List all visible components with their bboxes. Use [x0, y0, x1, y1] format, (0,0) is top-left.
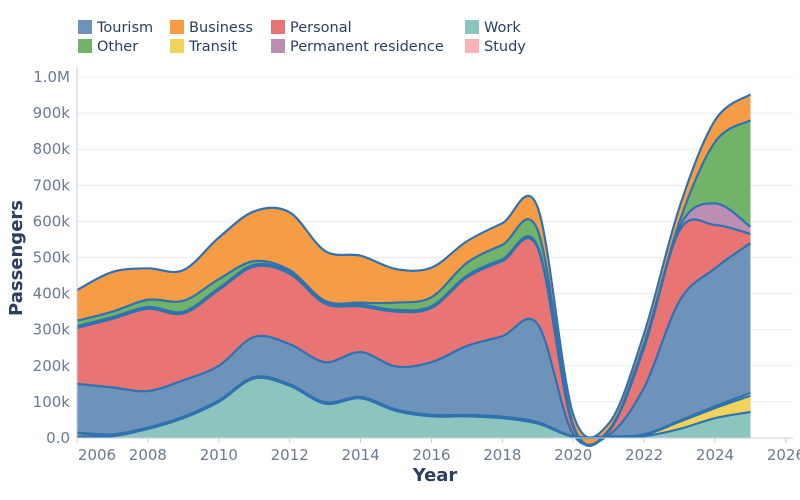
- legend-label: Personal: [290, 20, 352, 36]
- legend-label: Other: [97, 39, 138, 55]
- area-business: [77, 94, 751, 446]
- x-tick-label: 2026: [767, 446, 800, 464]
- y-tick-label: 900k: [33, 104, 71, 122]
- legend-item: Transit: [170, 39, 237, 55]
- legend-item: Permanent residence: [271, 39, 444, 55]
- y-tick-label: 0.0: [46, 429, 70, 447]
- line-tourism: [76, 242, 752, 446]
- y-tick-label: 500k: [33, 249, 71, 267]
- legend-swatch: [170, 39, 184, 53]
- legend-swatch: [271, 20, 285, 34]
- legend-label: Permanent residence: [290, 39, 444, 55]
- legend-item: Other: [78, 39, 138, 55]
- legend: Tourism Business Personal Work Other Transit P…: [78, 20, 526, 55]
- x-tick-label: 2008: [129, 446, 167, 464]
- legend-swatch: [271, 39, 285, 53]
- x-tick-label: 2018: [483, 446, 521, 464]
- x-tick-label: 2022: [625, 446, 663, 464]
- line-permanent-residence: [76, 202, 752, 447]
- x-axis-title: Year: [412, 465, 458, 486]
- y-tick-label: 400k: [33, 285, 71, 303]
- line-study: [76, 375, 751, 439]
- legend-swatch: [78, 39, 92, 53]
- x-tick-label: 2020: [554, 446, 592, 464]
- legend-swatch: [170, 20, 184, 34]
- y-tick-label: 800k: [33, 140, 71, 158]
- legend-item: Tourism: [78, 20, 153, 36]
- legend-label: Study: [484, 39, 526, 55]
- x-tick-label: 2010: [200, 446, 238, 464]
- x-tick-label: 2006: [78, 446, 116, 464]
- y-tick-label: 100k: [33, 393, 71, 411]
- legend-label: Business: [189, 20, 253, 36]
- y-tick-label: 1.0M: [33, 68, 70, 86]
- y-tick-label: 700k: [33, 176, 71, 194]
- legend-swatch: [465, 39, 479, 53]
- x-tick-label: 2024: [696, 446, 734, 464]
- legend-label: Tourism: [96, 20, 153, 36]
- legend-item: Work: [465, 20, 521, 36]
- legend-label: Transit: [188, 39, 237, 55]
- area-work: [77, 377, 751, 439]
- legend-item: Business: [170, 20, 253, 36]
- legend-label: Work: [484, 20, 521, 36]
- legend-item: Personal: [271, 20, 352, 36]
- area-tourism: [77, 243, 751, 445]
- line-other: [76, 119, 752, 447]
- x-tick-label: 2016: [412, 446, 450, 464]
- legend-swatch: [465, 20, 479, 34]
- x-tick-label: 2012: [271, 446, 309, 464]
- line-business: [76, 93, 752, 439]
- y-tick-label: 200k: [33, 357, 71, 375]
- y-axis-title: Passengers: [6, 200, 27, 316]
- legend-swatch: [78, 20, 92, 34]
- y-tick-label: 300k: [33, 321, 71, 339]
- x-tick-label: 2014: [341, 446, 379, 464]
- area-personal: [77, 219, 751, 446]
- legend-item: Study: [465, 39, 526, 55]
- y-tick-label: 600k: [33, 212, 71, 230]
